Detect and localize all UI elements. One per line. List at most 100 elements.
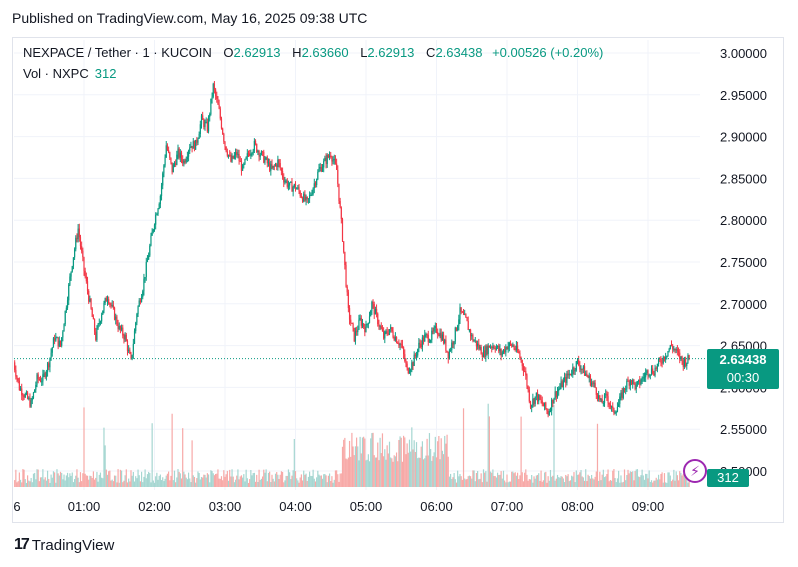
volume-bar [238, 479, 240, 487]
candle-body [497, 345, 499, 348]
volume-bar [204, 474, 206, 487]
candle-body [650, 368, 653, 375]
volume-bar [24, 479, 26, 487]
volume-bar [245, 469, 247, 487]
candle-body [662, 356, 664, 364]
candle-body [492, 346, 494, 348]
candle-body [666, 355, 668, 358]
candle-body [552, 399, 554, 404]
time-tick-label: 6 [13, 499, 20, 514]
candle-body [96, 328, 98, 340]
volume-bar [98, 474, 100, 487]
volume-bar [632, 471, 634, 487]
candle-body [381, 328, 384, 332]
volume-bar [124, 475, 126, 487]
volume-bar [272, 478, 274, 487]
tradingview-brand[interactable]: 17 TradingView [14, 536, 114, 554]
candle-body [77, 228, 79, 240]
candle-body [499, 349, 501, 352]
volume-bar [360, 453, 362, 487]
volume-bar [239, 476, 241, 487]
candle-body [97, 323, 99, 329]
price-tick-label: 2.70000 [720, 297, 767, 312]
volume-bar [384, 449, 386, 487]
candle-body [162, 173, 164, 186]
volume-bar [587, 474, 589, 487]
candle-body [583, 366, 586, 376]
volume-bar [629, 471, 631, 487]
candle-body [240, 161, 243, 171]
candle-body [83, 257, 85, 271]
volume-bar [96, 471, 98, 487]
candle-body [274, 164, 277, 166]
volume-bar [465, 479, 467, 487]
candle-body [432, 330, 434, 332]
chart-frame[interactable] [12, 37, 784, 523]
volume-bar [358, 460, 360, 487]
candle-body [636, 381, 639, 385]
volume-bar [661, 472, 663, 487]
volume-bar [505, 482, 507, 487]
candle-body [641, 377, 643, 382]
volume-bar [148, 471, 150, 487]
volume-bar [446, 434, 448, 487]
candle-body [399, 343, 401, 346]
candle-body [287, 185, 290, 187]
candle-body [642, 377, 644, 379]
candle-body [263, 151, 265, 163]
volume-bar [370, 438, 372, 487]
candle-body [372, 302, 374, 305]
candle-body [674, 348, 676, 351]
volume-bar [387, 453, 389, 487]
candle-body [14, 362, 16, 370]
candle-body [324, 157, 326, 161]
volume-bar [178, 471, 180, 487]
volume-bar [176, 477, 178, 487]
volume-bar [48, 478, 50, 487]
volume-bar [341, 446, 344, 487]
volume-bar [378, 460, 380, 487]
volume-bar [246, 478, 248, 487]
volume-bar [62, 479, 64, 487]
candle-body [92, 316, 94, 320]
candle-body [197, 138, 199, 143]
volume-bar [574, 482, 576, 487]
volume-bar [142, 482, 144, 487]
volume-bar [211, 471, 213, 487]
volume-bar [363, 436, 365, 487]
candle-body [22, 395, 24, 397]
volume-bar [92, 471, 94, 487]
candle-body [533, 398, 535, 404]
candle-body [679, 352, 681, 360]
volume-bar [648, 470, 650, 487]
volume-bar [414, 451, 416, 487]
volume-bar [353, 455, 355, 487]
volume-bar [23, 469, 25, 487]
volume-bar [77, 477, 79, 487]
volume-bar [445, 443, 447, 487]
candle-body [132, 343, 134, 355]
volume-bar [29, 481, 31, 487]
candle-body [62, 331, 64, 338]
candle-body [670, 345, 673, 347]
volume-bar [310, 475, 312, 487]
volume-bar [158, 475, 160, 487]
candle-body [680, 356, 682, 360]
candle-body [286, 180, 288, 187]
candle-body [318, 168, 320, 172]
candle-body [620, 392, 622, 397]
volume-bar [598, 480, 600, 487]
candle-body [200, 115, 203, 125]
candle-body [313, 183, 315, 189]
candle-body [480, 346, 482, 355]
volume-bar [659, 479, 661, 487]
volume-bar [412, 449, 414, 487]
lightning-icon[interactable]: ⚡ [683, 459, 707, 483]
volume-bar [626, 475, 628, 487]
time-tick-label: 05:00 [350, 499, 383, 514]
candle-body [475, 340, 478, 347]
volume-bar [668, 472, 670, 487]
candle-body [163, 165, 165, 174]
volume-bar [84, 473, 86, 487]
